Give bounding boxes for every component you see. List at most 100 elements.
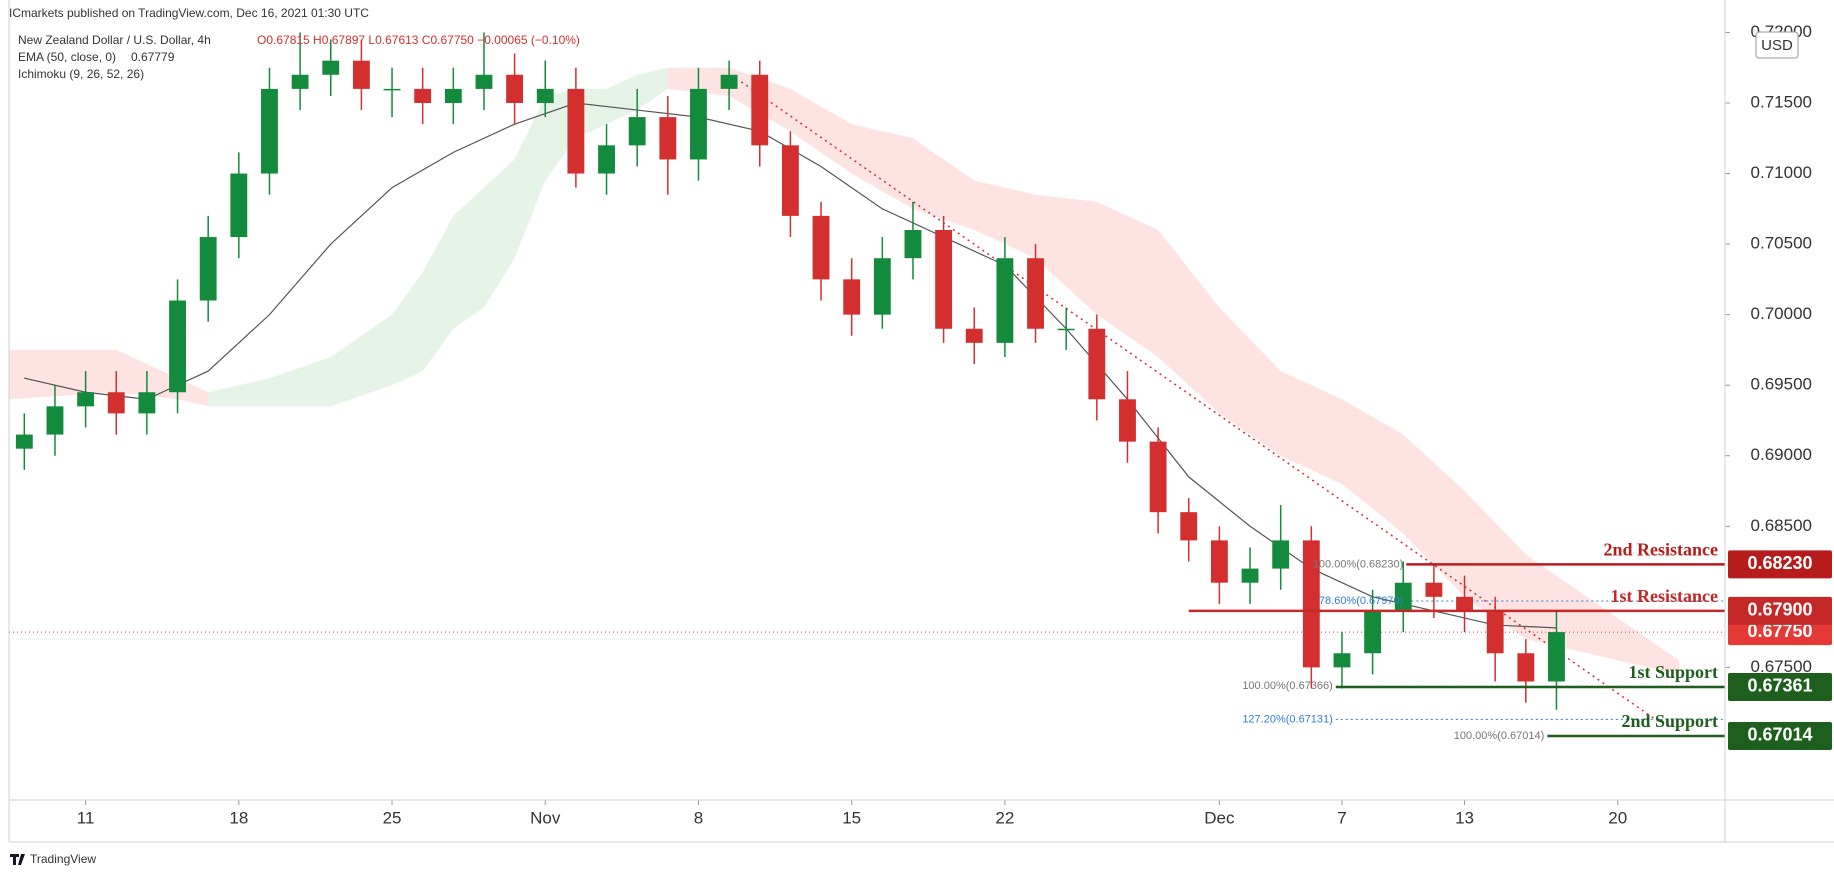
candle-body [230,173,248,238]
candle-body [1517,653,1535,682]
y-tick-label: 0.70500 [1751,234,1812,253]
footer: TradingView [30,852,96,866]
ichimoku-cloud [667,67,1680,675]
candle-body [873,258,891,315]
level-label: 0.67014 [1747,725,1812,745]
symbol: New Zealand Dollar / U.S. Dollar, 4h [18,33,211,47]
candle-body [996,258,1014,343]
candle-body [1180,512,1198,541]
y-tick-label: 0.70000 [1751,304,1812,323]
candle-body [322,60,340,75]
candle-body [1027,258,1044,329]
candle-body [935,229,953,329]
level-badge [1728,550,1832,579]
candle-body [352,60,370,89]
y-tick-label: 0.67500 [1751,657,1812,676]
ichimoku-cloud [208,67,668,407]
ema-value: 0.67779 [131,50,175,64]
candle-body [536,88,554,103]
level-badge [1728,672,1832,701]
level-label: 0.67900 [1747,600,1812,620]
current-price-badge [1728,619,1832,646]
candle-body [261,88,278,174]
level-label: 0.68230 [1747,553,1812,573]
level-name: 2nd Resistance [1603,539,1718,559]
candle-body [1425,582,1443,597]
level-label: 0.67361 [1747,676,1812,696]
candle-body [199,237,217,301]
candle-body [1149,441,1167,513]
fib-label: 127.20%(0.67131) [1242,713,1333,725]
candle-body [1364,610,1382,654]
logo [10,854,25,865]
candle-body [475,74,493,89]
candle-body [1548,632,1565,682]
publisher: ICmarkets published on TradingView.com, … [9,6,369,20]
candle-body [598,145,615,174]
current-price-label: 0.67750 [1747,621,1812,641]
y-tick-label: 0.69500 [1751,375,1812,394]
x-tick-label: 13 [1455,808,1474,827]
candle-body [1333,653,1351,668]
candle-body [138,392,156,414]
candle-body [506,74,524,103]
candle-body [812,215,830,280]
level-badge [1728,596,1832,625]
x-tick-label: Nov [530,808,561,827]
trend-line [740,81,1659,722]
candle-body [751,74,769,146]
candle-body [659,117,677,160]
candle-body [1394,582,1412,611]
ichimoku-label: Ichimoku (9, 26, 52, 26) [18,67,144,81]
fib-label: 78.60%(0.67970) [1319,595,1403,607]
candle-body [1119,399,1136,442]
candle-body [414,88,432,103]
level-name: 1st Support [1628,662,1718,682]
candle-body [843,279,861,315]
candle-body [77,392,95,407]
candle-body [1456,596,1473,611]
y-tick-label: 0.71500 [1751,92,1812,111]
level-name: 1st Resistance [1611,586,1718,606]
candle-body [1088,328,1106,400]
ohlc: O0.67815 H0.67897 L0.67613 C0.67750 −0.0… [257,33,580,47]
y-tick-label: 0.71000 [1751,163,1812,182]
currency: USD [1761,37,1793,54]
level-badge [1728,721,1832,750]
x-tick-label: 22 [995,808,1014,827]
x-tick-label: 11 [77,808,95,827]
candle-body [567,88,585,174]
fib-label: 100.00%(0.67366) [1242,680,1333,692]
x-tick-label: 18 [229,808,248,827]
level-name: 2nd Support [1621,711,1718,731]
x-tick-label: 20 [1608,808,1627,827]
candle-body [46,406,64,435]
fib-label: 100.00%(0.68230) [1313,558,1404,570]
x-tick-label: 8 [694,808,703,827]
candle-body [107,392,125,414]
x-tick-label: 15 [842,808,861,827]
candle-body [965,328,983,343]
candle-body [720,74,738,89]
candle-body [1272,540,1290,569]
x-tick-label: Dec [1204,808,1235,827]
candle-body [1302,540,1320,668]
candle-body [904,229,922,259]
candle-body [1486,610,1504,654]
candle-body [628,117,646,146]
candle-body [1057,328,1075,331]
y-tick-label: 0.68500 [1751,516,1812,535]
candle-body [690,88,707,160]
candle-body [383,88,401,91]
x-tick-label: 7 [1337,808,1346,827]
ema-label: EMA (50, close, 0) [18,50,116,64]
candle-body [781,145,799,216]
candle-body [15,434,33,449]
y-tick-label: 0.69000 [1751,445,1812,464]
candle-body [291,74,309,89]
currency-box [1755,31,1799,59]
candle-body [169,300,186,393]
x-tick-label: 25 [383,808,402,827]
